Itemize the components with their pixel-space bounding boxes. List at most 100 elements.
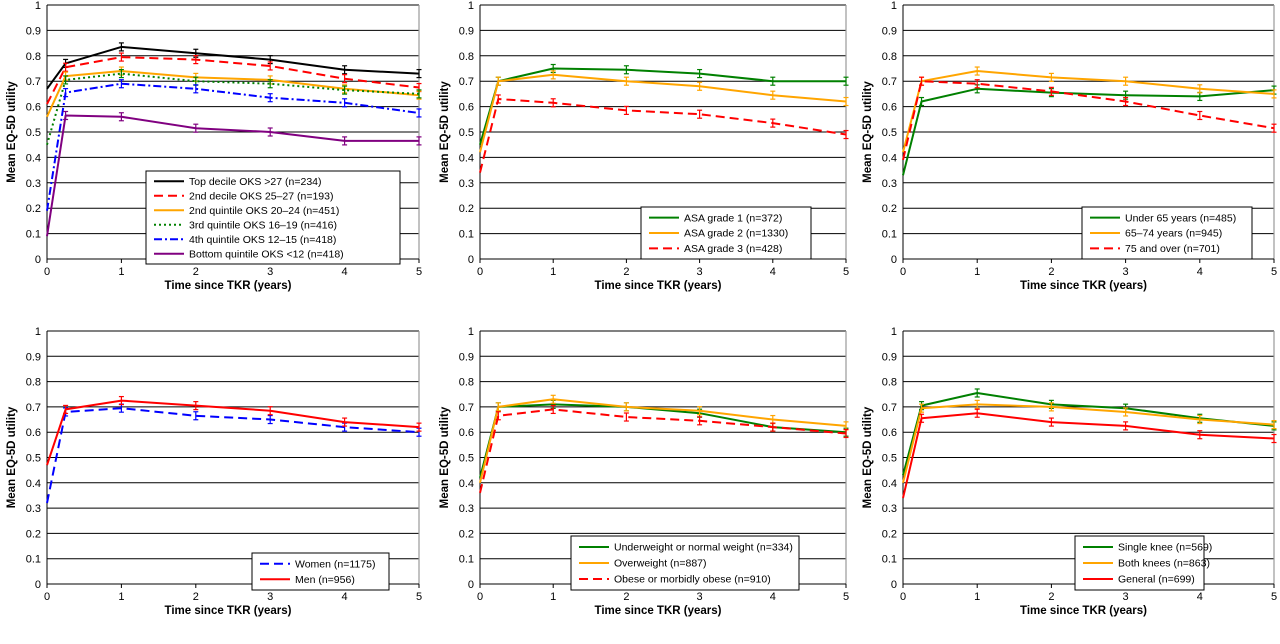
x-tick-label: 4 xyxy=(1197,266,1203,278)
x-tick-label: 1 xyxy=(550,591,556,603)
x-tick-label: 4 xyxy=(770,266,776,278)
y-tick-label: 0.1 xyxy=(26,554,41,566)
y-tick-label: 0.8 xyxy=(882,377,897,389)
series-line-2 xyxy=(902,403,1275,484)
legend-entry: 4th quintile OKS 12–15 (n=418) xyxy=(189,234,336,246)
x-tick-label: 3 xyxy=(267,591,273,603)
series-line-4 xyxy=(46,72,420,145)
y-tick-label: 0.2 xyxy=(26,528,41,540)
y-tick-label: 0.5 xyxy=(882,127,897,139)
y-tick-label: 0.5 xyxy=(882,453,897,465)
x-tick-label: 0 xyxy=(900,266,906,278)
legend-entry: Both knees (n=863) xyxy=(1118,558,1210,570)
x-tick-label: 0 xyxy=(44,591,50,603)
chart-panel-3: 0 0.1 0.2 0.3 0.4 0.5 0.6 0.7 0.8 0.9 1 0 1 2 3 4 5 Time … xyxy=(862,0,1277,292)
y-axis-title: Mean EQ-5D utility xyxy=(6,406,18,508)
y-tick-label: 1 xyxy=(35,326,41,338)
legend: Top decile OKS >27 (n=234) 2nd decile OKS… xyxy=(145,170,401,265)
legend-entry: 2nd quintile OKS 20–24 (n=451) xyxy=(189,205,339,217)
y-tick-label: 0.5 xyxy=(459,453,474,465)
x-tick-label: 3 xyxy=(1123,266,1129,278)
y-tick-label: 0.5 xyxy=(459,127,474,139)
x-tick-label: 3 xyxy=(697,591,703,603)
x-axis-title: Time since TKR (years) xyxy=(1020,280,1147,292)
y-tick-label: 0.6 xyxy=(459,102,474,114)
y-tick-label: 0.1 xyxy=(459,229,474,241)
y-axis-title: Mean EQ-5D utility xyxy=(439,81,451,183)
y-tick-label: 0.4 xyxy=(882,152,897,164)
y-tick-label: 1 xyxy=(468,326,474,338)
y-tick-label: 0.7 xyxy=(459,402,474,414)
y-tick-label: 0 xyxy=(891,579,897,591)
y-tick-label: 0.9 xyxy=(26,351,41,363)
y-tick-label: 0 xyxy=(468,254,474,266)
y-tick-label: 0.9 xyxy=(459,25,474,37)
y-tick-label: 0.8 xyxy=(26,51,41,63)
legend-entry: Overweight (n=887) xyxy=(614,558,707,570)
y-tick-label: 0.9 xyxy=(882,351,897,363)
y-tick-label: 1 xyxy=(891,0,897,12)
legend: Single knee (n=569) Both knees (n=863) Gen… xyxy=(1074,535,1212,591)
legend: Women (n=1175) Men (n=956) xyxy=(251,552,390,591)
y-tick-label: 0.8 xyxy=(26,377,41,389)
y-tick-label: 0.3 xyxy=(882,503,897,515)
legend-entry: Underweight or normal weight (n=334) xyxy=(614,542,793,554)
x-tick-label: 0 xyxy=(44,266,50,278)
x-tick-label: 5 xyxy=(1271,591,1277,603)
x-tick-label: 2 xyxy=(193,266,199,278)
y-tick-label: 0.8 xyxy=(459,51,474,63)
y-tick-label: 0.2 xyxy=(882,528,897,540)
y-tick-label: 0.9 xyxy=(459,351,474,363)
series-line-2 xyxy=(479,73,847,153)
y-tick-label: 1 xyxy=(468,0,474,12)
legend: Under 65 years (n=485) 65–74 years (n=945… xyxy=(1081,206,1253,260)
y-tick-label: 0.4 xyxy=(459,152,474,164)
x-tick-label: 5 xyxy=(843,266,849,278)
x-tick-label: 4 xyxy=(1197,591,1203,603)
y-tick-label: 1 xyxy=(35,0,41,12)
x-tick-label: 1 xyxy=(974,591,980,603)
legend-box xyxy=(251,552,390,591)
legend-entry: Women (n=1175) xyxy=(295,558,375,570)
y-tick-label: 0.8 xyxy=(882,51,897,63)
legend: Underweight or normal weight (n=334) Over… xyxy=(570,535,800,591)
y-tick-label: 0 xyxy=(891,254,897,266)
y-tick-label: 0.7 xyxy=(882,76,897,88)
y-axis-title: Mean EQ-5D utility xyxy=(862,81,874,183)
y-tick-label: 0.6 xyxy=(882,427,897,439)
y-tick-label: 1 xyxy=(891,326,897,338)
series-line-1 xyxy=(479,403,847,478)
legend-entry: 2nd decile OKS 25–27 (n=193) xyxy=(189,190,333,202)
y-tick-label: 0.8 xyxy=(459,377,474,389)
y-tick-label: 0.3 xyxy=(26,178,41,190)
x-axis-title: Time since TKR (years) xyxy=(165,280,292,292)
y-tick-label: 0.7 xyxy=(26,76,41,88)
y-tick-label: 0.1 xyxy=(882,229,897,241)
chart-panel-4: 0 0.1 0.2 0.3 0.4 0.5 0.6 0.7 0.8 0.9 1 0 1 2 3 4 5 Time … xyxy=(6,326,422,617)
x-tick-label: 5 xyxy=(1271,266,1277,278)
legend-entry: ASA grade 2 (n=1330) xyxy=(684,228,788,240)
legend-entry: Top decile OKS >27 (n=234) xyxy=(189,176,322,188)
y-tick-label: 0.2 xyxy=(26,203,41,215)
x-tick-label: 2 xyxy=(623,591,629,603)
y-tick-label: 0.4 xyxy=(882,478,897,490)
chart-panel-1: 0 0.1 0.2 0.3 0.4 0.5 0.6 0.7 0.8 0.9 1 0 1 2 3 4 5 Time … xyxy=(6,0,422,292)
x-tick-label: 1 xyxy=(974,266,980,278)
x-tick-label: 1 xyxy=(118,266,124,278)
y-tick-label: 0.1 xyxy=(459,554,474,566)
legend-entry: 3rd quintile OKS 16–19 (n=416) xyxy=(189,219,337,231)
y-tick-label: 0.6 xyxy=(882,102,897,114)
y-tick-label: 0.5 xyxy=(26,453,41,465)
y-tick-label: 0.1 xyxy=(882,554,897,566)
x-tick-label: 2 xyxy=(1048,266,1054,278)
y-tick-label: 0.9 xyxy=(882,25,897,37)
legend-entry: 75 and over (n=701) xyxy=(1125,243,1220,255)
x-tick-label: 3 xyxy=(267,266,273,278)
y-tick-label: 0.5 xyxy=(26,127,41,139)
x-tick-label: 5 xyxy=(843,591,849,603)
x-tick-label: 2 xyxy=(1048,591,1054,603)
legend: ASA grade 1 (n=372) ASA grade 2 (n=1330) A… xyxy=(640,206,812,260)
x-tick-label: 4 xyxy=(770,591,776,603)
x-tick-label: 3 xyxy=(697,266,703,278)
